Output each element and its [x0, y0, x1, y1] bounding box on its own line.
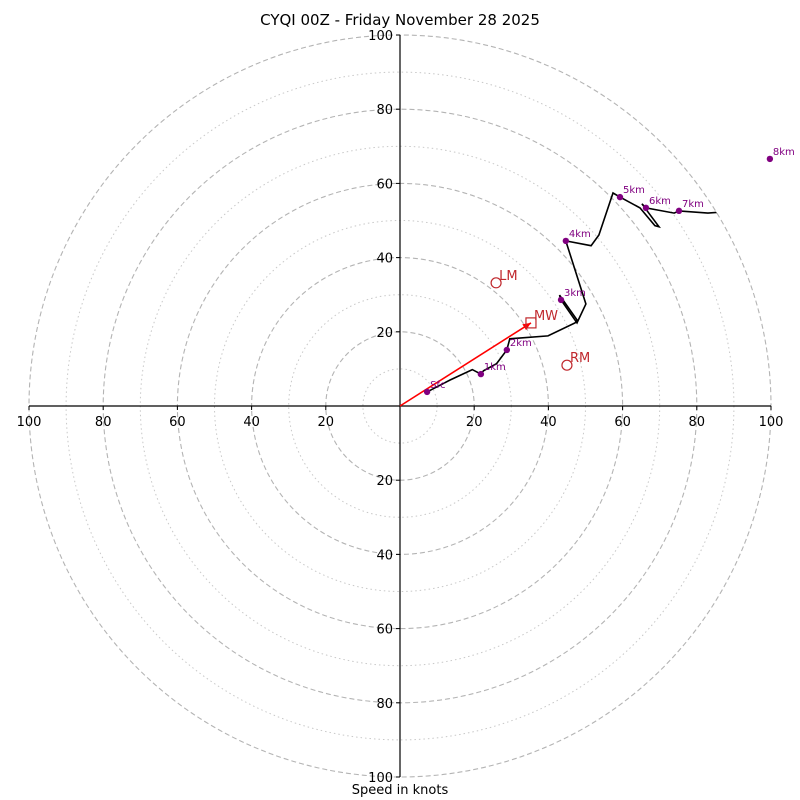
y-tick-label: 80 [376, 697, 393, 712]
height-label-2km: 2km [510, 338, 532, 349]
x-tick-label: 100 [17, 415, 42, 430]
mean-wind-vector [399, 322, 532, 407]
height-marker-4km [562, 237, 570, 245]
y-tick-label: 20 [376, 474, 393, 489]
height-label-3km: 3km [564, 288, 586, 299]
y-tick-label: 60 [376, 177, 393, 192]
height-label-6km: 6km [649, 196, 671, 207]
height-marker-8km [766, 155, 774, 163]
y-tick-label: 60 [376, 623, 393, 638]
y-tick-label: 100 [368, 29, 393, 44]
height-label-7km: 7km [682, 199, 704, 210]
storm-label-RM: RM [570, 351, 590, 366]
x-axis-label: Speed in knots [351, 783, 449, 798]
x-tick-label: 20 [318, 415, 335, 430]
height-label-4km: 4km [569, 229, 591, 240]
height-label-5km: 5km [623, 185, 645, 196]
height-label-8km: 8km [773, 147, 795, 158]
x-tick-label: 40 [540, 415, 557, 430]
height-marker-3km [557, 296, 565, 304]
storm-label-LM: LM [499, 269, 517, 284]
y-tick-label: 40 [376, 252, 393, 267]
y-tick-label: 100 [368, 771, 393, 786]
height-label-1km: 1km [484, 362, 506, 373]
x-tick-label: 100 [759, 415, 784, 430]
height-marker-5km [616, 193, 624, 201]
x-tick-label: 60 [614, 415, 631, 430]
height-marker-7km [675, 207, 683, 215]
storm-marker-LM [490, 277, 502, 289]
x-tick-label: 60 [169, 415, 186, 430]
hodograph-trace [426, 158, 771, 393]
y-tick-label: 80 [376, 103, 393, 118]
mean-wind-arrowhead [522, 322, 531, 331]
y-tick-label: 20 [376, 326, 393, 341]
x-tick-label: 20 [466, 415, 483, 430]
height-label-Sfc: Sfc [430, 380, 445, 391]
storm-marker-MW [525, 317, 537, 329]
height-marker-6km [642, 204, 650, 212]
x-tick-label: 80 [689, 415, 706, 430]
x-tick-label: 80 [95, 415, 112, 430]
storm-marker-RM [561, 359, 573, 371]
storm-label-MW: MW [534, 309, 558, 324]
height-marker-2km [503, 346, 511, 354]
x-tick-label: 40 [243, 415, 260, 430]
chart-title: CYQI 00Z - Friday November 28 2025 [260, 11, 540, 29]
y-tick-label: 40 [376, 548, 393, 563]
height-marker-1km [477, 370, 485, 378]
height-marker-Sfc [423, 388, 431, 396]
